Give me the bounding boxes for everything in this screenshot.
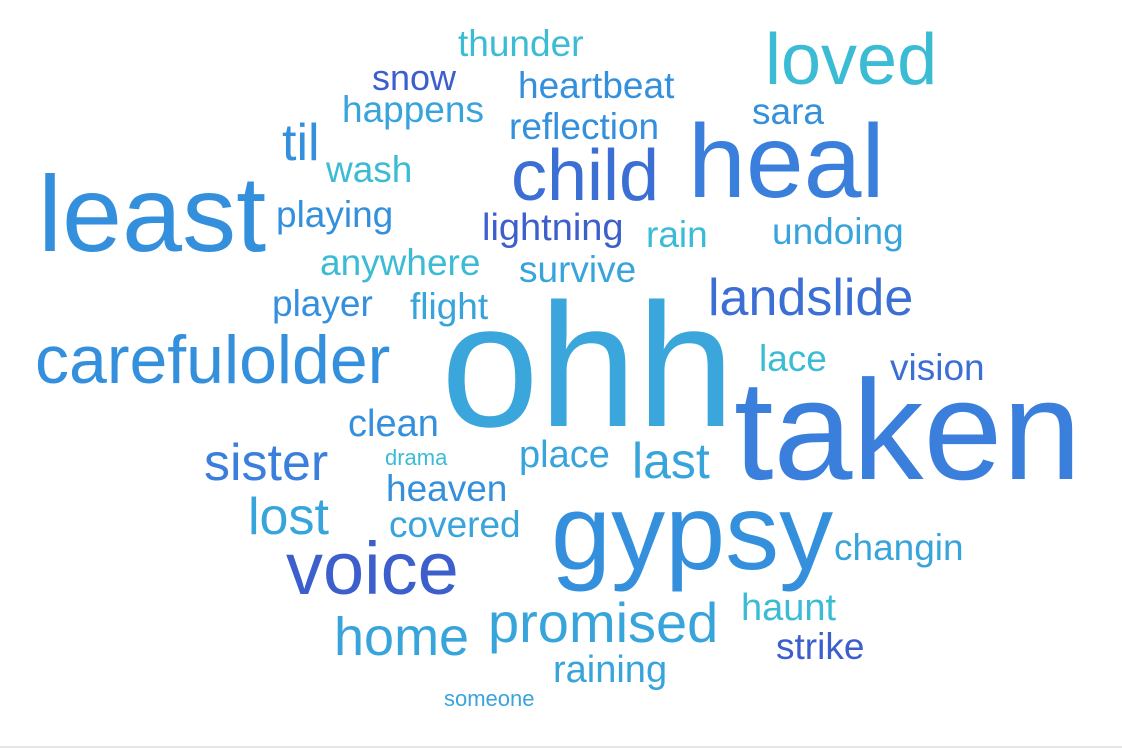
word-covered: covered <box>389 504 521 545</box>
word-sister: sister <box>204 434 329 492</box>
word-anywhere: anywhere <box>320 242 481 283</box>
word-gypsy: gypsy <box>551 471 834 592</box>
word-least: least <box>38 153 267 274</box>
word-heal: heal <box>688 104 885 220</box>
word-lost: lost <box>248 488 329 546</box>
word-carefulolder: carefulolder <box>35 322 391 398</box>
word-til: til <box>282 114 320 172</box>
word-player: player <box>272 283 373 324</box>
word-rain: rain <box>646 214 708 255</box>
word-last: last <box>632 433 710 489</box>
word-landslide: landslide <box>708 269 914 327</box>
word-changin: changin <box>834 527 964 568</box>
word-flight: flight <box>410 286 489 327</box>
word-lightning: lightning <box>482 207 624 249</box>
word-haunt: haunt <box>741 587 837 629</box>
word-voice: voice <box>286 527 459 610</box>
word-thunder: thunder <box>458 23 584 64</box>
word-survive: survive <box>519 249 637 290</box>
word-child: child <box>511 136 660 216</box>
word-heartbeat: heartbeat <box>518 65 675 106</box>
word-promised: promised <box>488 591 719 654</box>
word-vision: vision <box>890 347 985 388</box>
word-undoing: undoing <box>772 211 904 252</box>
word-raining: raining <box>553 649 668 691</box>
word-someone: someone <box>444 686 535 711</box>
word-wash: wash <box>326 149 413 190</box>
word-sara: sara <box>752 91 824 132</box>
word-clean: clean <box>348 403 439 445</box>
word-place: place <box>519 434 610 476</box>
bottom-divider <box>0 746 1122 748</box>
word-snow: snow <box>372 57 457 98</box>
word-playing: playing <box>276 194 394 235</box>
word-lace: lace <box>759 338 827 379</box>
word-strike: strike <box>776 626 865 667</box>
word-ohh: ohh <box>441 268 735 464</box>
word-loved: loved <box>765 20 938 100</box>
word-reflection: reflection <box>509 106 660 147</box>
word-happens: happens <box>342 89 484 130</box>
word-home: home <box>334 607 470 667</box>
word-taken: taken <box>734 351 1082 510</box>
word-heaven: heaven <box>386 468 508 509</box>
word-drama: drama <box>385 445 448 470</box>
